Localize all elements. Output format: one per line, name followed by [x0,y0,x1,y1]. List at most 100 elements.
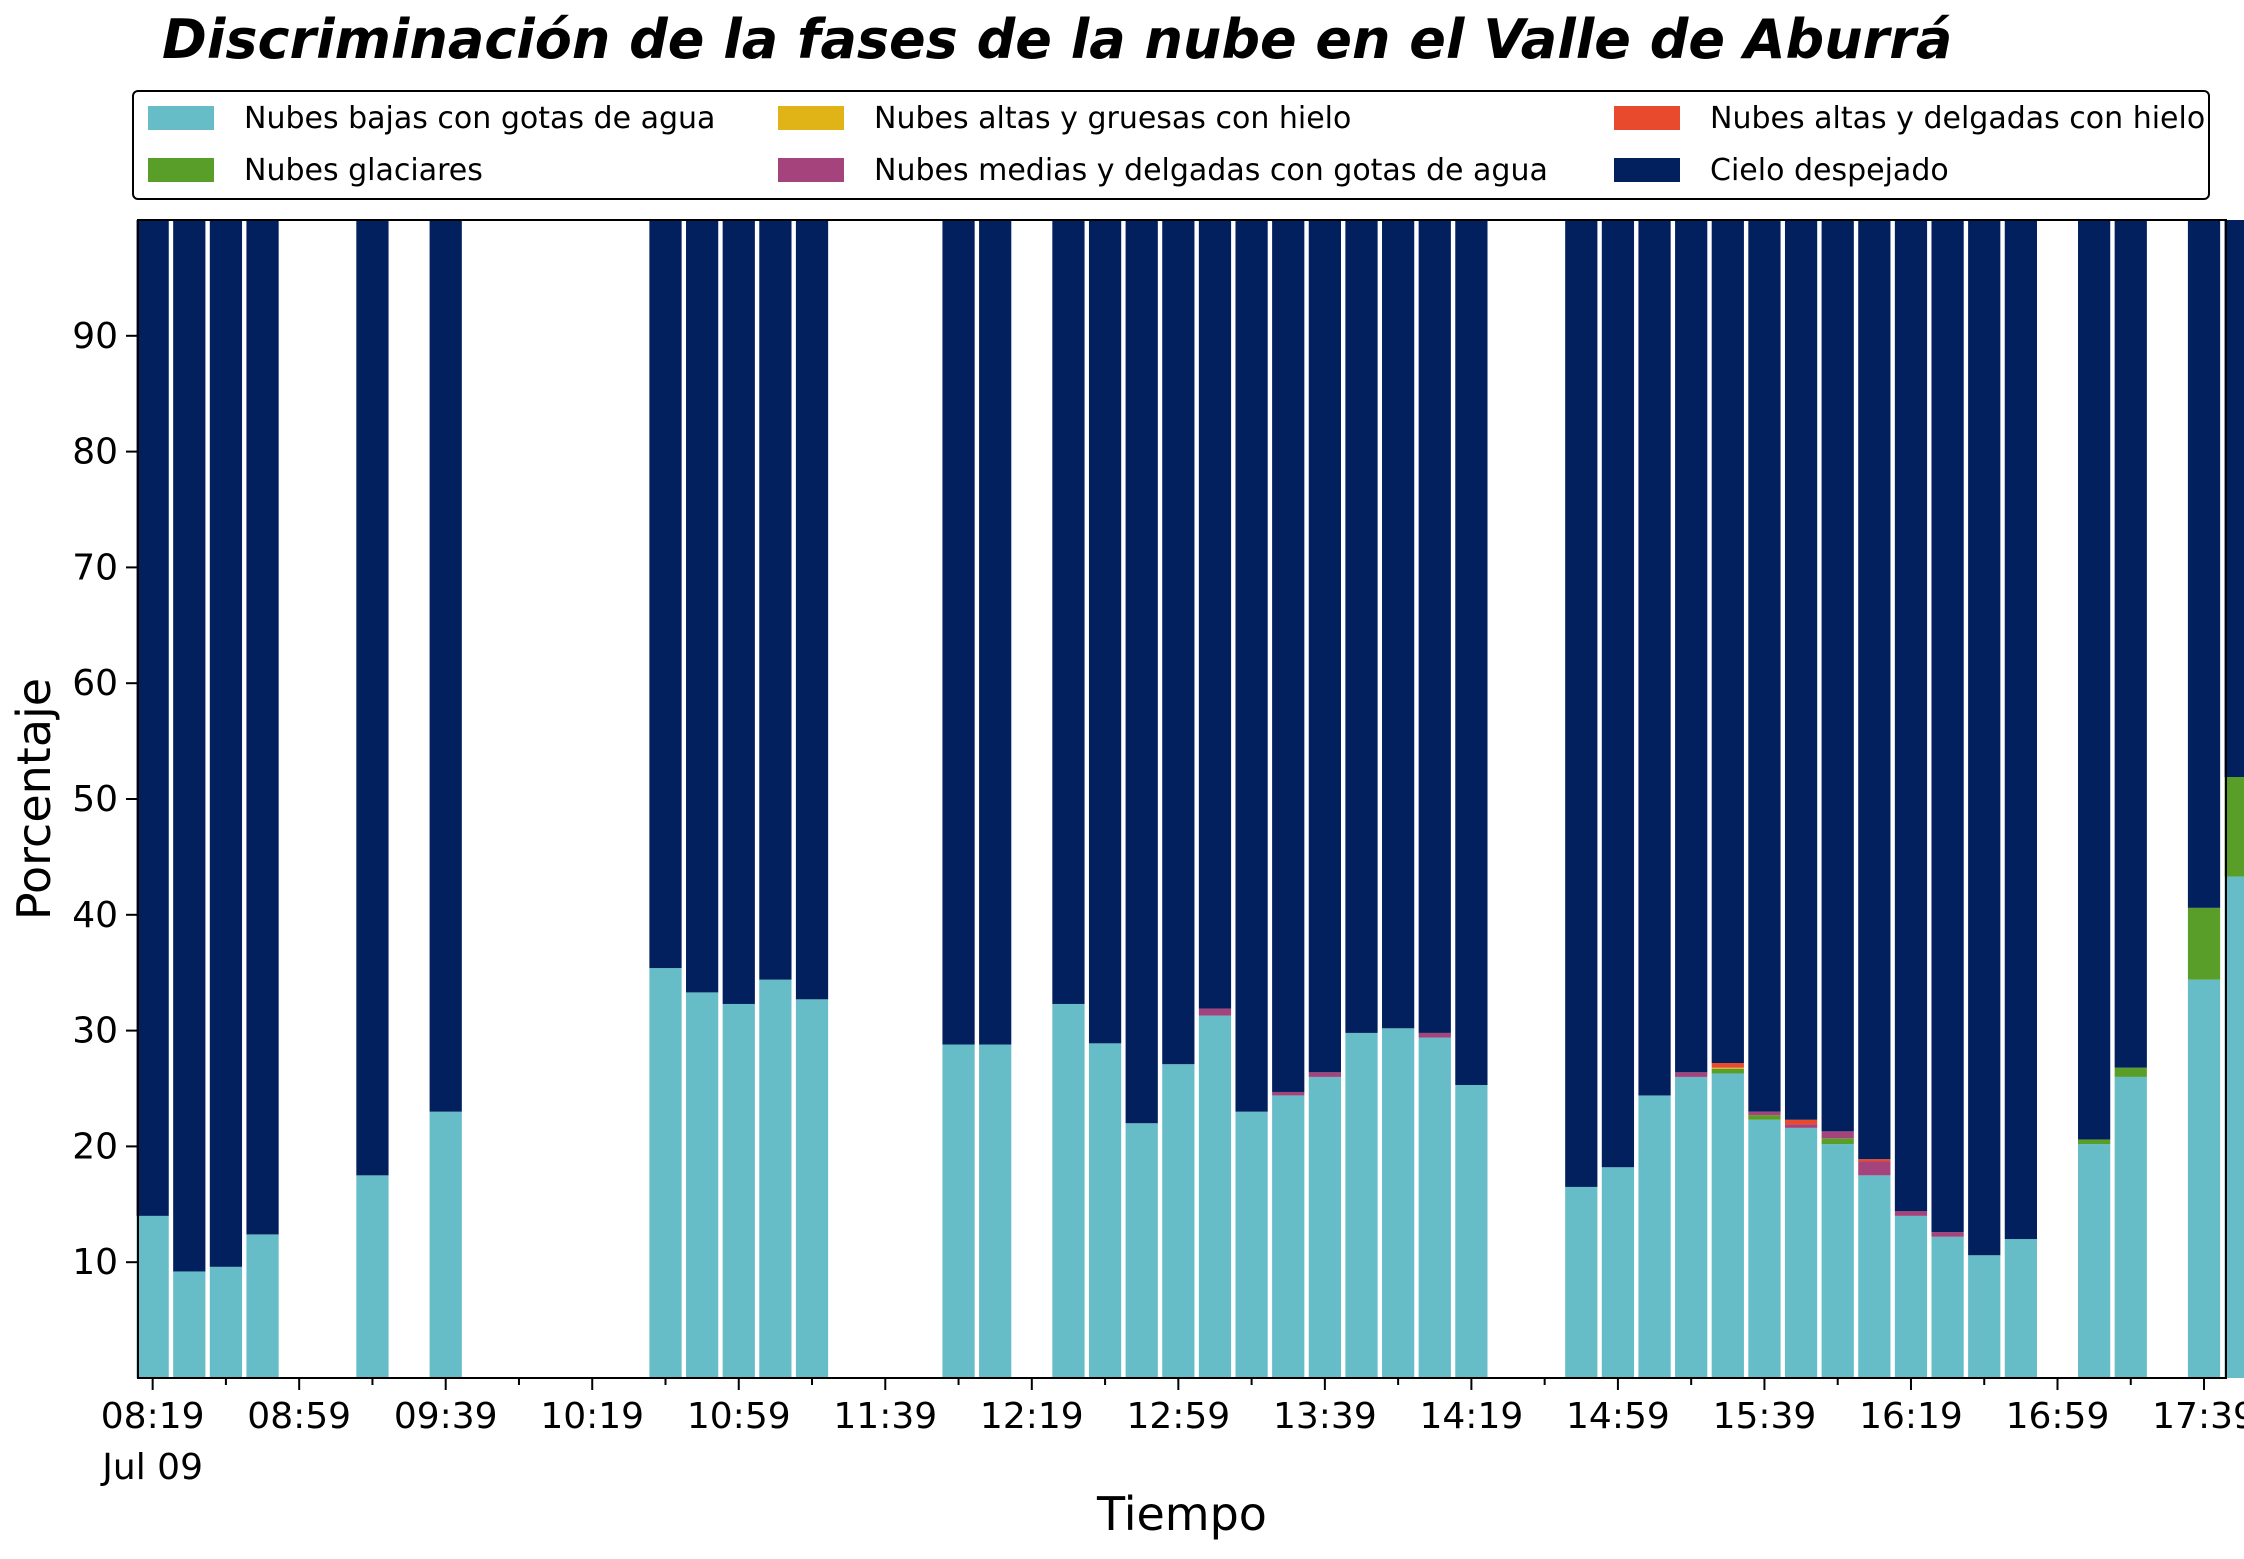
bar-nubes-glaciares-1719 [2114,1067,2147,1077]
bar-cielo-despejado-1449 [1565,220,1598,1187]
bar-cielo-despejado-1349 [1345,220,1378,1033]
bar-nubes-bajas-con-gotas-de-agua-0919 [356,1175,389,1378]
bar-cielo-despejado-0919 [356,220,389,1176]
legend-swatch-cielo-despejado [1614,158,1680,182]
legend-swatch-nubes-altas-delgadas [1614,106,1680,130]
x-tick-label-1339: 13:39 [1273,1396,1377,1437]
legend-item-nubes-bajas: Nubes bajas con gotas de agua [148,96,715,140]
bar-nubes-altas-y-delgadas-con-hielo-1609 [1858,1159,1891,1162]
bar-cielo-despejado-0839 [209,220,243,1267]
x-axis: 08:19 08:59 09:39 10:19 10:59 11:39 12:19 12:59… [101,1378,2244,1437]
bar-nubes-medias-y-delgadas-con-gotas-de-agua-1619 [1894,1211,1928,1216]
bar-nubes-bajas-con-gotas-de-agua-1739 [2187,979,2221,1378]
bar-nubes-bajas-con-gotas-de-agua-1749 [2224,876,2244,1378]
x-tick-label-1059: 10:59 [687,1396,791,1437]
bar-cielo-despejado-1229 [1052,220,1085,1004]
chart-title: Discriminación de la fases de la nube en… [162,8,1953,71]
bar-nubes-bajas-con-gotas-de-agua-1419 [1455,1085,1488,1378]
bar-cielo-despejado-1559 [1821,220,1854,1132]
bar-nubes-bajas-con-gotas-de-agua-1049 [686,992,719,1378]
bar-nubes-bajas-con-gotas-de-agua-1409 [1418,1037,1451,1378]
bar-cielo-despejado-1059 [722,220,755,1004]
bar-nubes-glaciares-1529 [1711,1068,1744,1074]
bar-nubes-bajas-con-gotas-de-agua-1459 [1601,1167,1635,1378]
x-tick-label-1219: 12:19 [980,1396,1084,1437]
bar-nubes-altas-y-gruesas-con-hielo-1529 [1711,1067,1744,1069]
bars-layer [136,220,2244,1378]
bar-cielo-despejado-1039 [649,220,682,969]
legend-item-cielo-despejado: Cielo despejado [1614,148,1949,192]
bar-cielo-despejado-1739 [2187,220,2221,908]
bar-cielo-despejado-1519 [1675,220,1708,1073]
bar-nubes-bajas-con-gotas-de-agua-1609 [1858,1175,1891,1378]
x-tick-label-1539: 15:39 [1713,1396,1817,1437]
bar-cielo-despejado-1409 [1418,220,1451,1033]
bar-nubes-bajas-con-gotas-de-agua-1329 [1272,1095,1305,1378]
y-axis-title: Porcentaje [7,678,61,920]
y-tick-label-10: 10 [72,1242,118,1283]
bar-nubes-bajas-con-gotas-de-agua-1619 [1894,1215,1928,1378]
bar-nubes-bajas-con-gotas-de-agua-0849 [246,1234,279,1378]
bar-cielo-despejado-1459 [1601,220,1635,1168]
bar-cielo-despejado-1159 [942,220,975,1045]
bar-nubes-bajas-con-gotas-de-agua-1539 [1748,1119,1781,1378]
legend-label-nubes-medias: Nubes medias y delgadas con gotas de agu… [874,152,1548,188]
bar-nubes-bajas-con-gotas-de-agua-1559 [1821,1144,1854,1378]
bar-cielo-despejado-1539 [1748,220,1781,1112]
bar-nubes-medias-y-delgadas-con-gotas-de-agua-1629 [1931,1232,1964,1237]
x-tick-label-1659: 16:59 [2006,1396,2110,1437]
y-tick-label-60: 60 [72,663,118,704]
bar-nubes-bajas-con-gotas-de-agua-1529 [1711,1073,1744,1378]
bar-cielo-despejado-1419 [1455,220,1488,1086]
bar-cielo-despejado-1719 [2114,220,2147,1068]
bar-cielo-despejado-1119 [795,220,829,1000]
legend-label-nubes-altas-delgadas: Nubes altas y delgadas con hielo [1710,100,2206,136]
bar-nubes-bajas-con-gotas-de-agua-1309 [1198,1015,1232,1378]
bar-nubes-bajas-con-gotas-de-agua-0819 [136,1215,169,1378]
bar-cielo-despejado-1209 [979,220,1012,1045]
bar-nubes-bajas-con-gotas-de-agua-1649 [2004,1239,2037,1378]
bar-nubes-bajas-con-gotas-de-agua-1339 [1308,1076,1341,1378]
bar-nubes-bajas-con-gotas-de-agua-1639 [1968,1255,2001,1378]
x-tick-label-1019: 10:19 [540,1396,644,1437]
legend-item-nubes-glaciares: Nubes glaciares [148,148,483,192]
bar-nubes-medias-y-delgadas-con-gotas-de-agua-1329 [1272,1091,1305,1096]
x-tick-label-1459: 14:59 [1566,1396,1670,1437]
bar-cielo-despejado-1529 [1711,220,1744,1064]
bar-cielo-despejado-0829 [173,220,206,1272]
legend-item-nubes-medias: Nubes medias y delgadas con gotas de agu… [778,148,1548,192]
bar-nubes-bajas-con-gotas-de-agua-1159 [942,1044,975,1378]
bar-cielo-despejado-1549 [1784,220,1818,1120]
bar-nubes-medias-y-delgadas-con-gotas-de-agua-1539 [1748,1111,1781,1116]
bar-nubes-bajas-con-gotas-de-agua-1229 [1052,1003,1085,1378]
bar-cielo-despejado-1629 [1931,220,1964,1233]
legend-swatch-nubes-glaciares [148,158,214,182]
x-tick-label-1739: 17:39 [2152,1396,2244,1437]
bar-nubes-bajas-con-gotas-de-agua-1059 [722,1003,755,1378]
y-tick-label-40: 40 [72,895,118,936]
legend-swatch-nubes-medias [778,158,844,182]
bar-nubes-bajas-con-gotas-de-agua-1319 [1235,1111,1268,1378]
y-tick-label-30: 30 [72,1011,118,1052]
bar-cielo-despejado-1509 [1638,220,1671,1096]
bar-nubes-glaciares-1709 [2078,1139,2111,1145]
y-tick-label-70: 70 [72,547,118,588]
legend-item-nubes-altas-delgadas: Nubes altas y delgadas con hielo [1614,96,2205,140]
bar-cielo-despejado-1319 [1235,220,1268,1112]
bar-cielo-despejado-1749 [2224,220,2244,777]
bar-cielo-despejado-1109 [759,220,792,980]
bar-nubes-bajas-con-gotas-de-agua-1719 [2114,1076,2147,1378]
x-tick-label-0859: 08:59 [247,1396,351,1437]
bar-nubes-medias-y-delgadas-con-gotas-de-agua-1549 [1784,1124,1818,1128]
bar-nubes-altas-y-delgadas-con-hielo-1549 [1784,1119,1818,1125]
bar-nubes-bajas-con-gotas-de-agua-1519 [1675,1076,1708,1378]
x-tick-label-1139: 11:39 [833,1396,937,1437]
bar-nubes-medias-y-delgadas-con-gotas-de-agua-1519 [1675,1072,1708,1077]
bar-nubes-glaciares-1539 [1748,1115,1781,1120]
bar-cielo-despejado-0939 [429,220,462,1112]
y-tick-label-80: 80 [72,432,118,473]
x-tick-label-1419: 14:19 [1420,1396,1524,1437]
bar-nubes-bajas-con-gotas-de-agua-1119 [795,999,829,1378]
x-tick-label-1259: 12:59 [1126,1396,1230,1437]
